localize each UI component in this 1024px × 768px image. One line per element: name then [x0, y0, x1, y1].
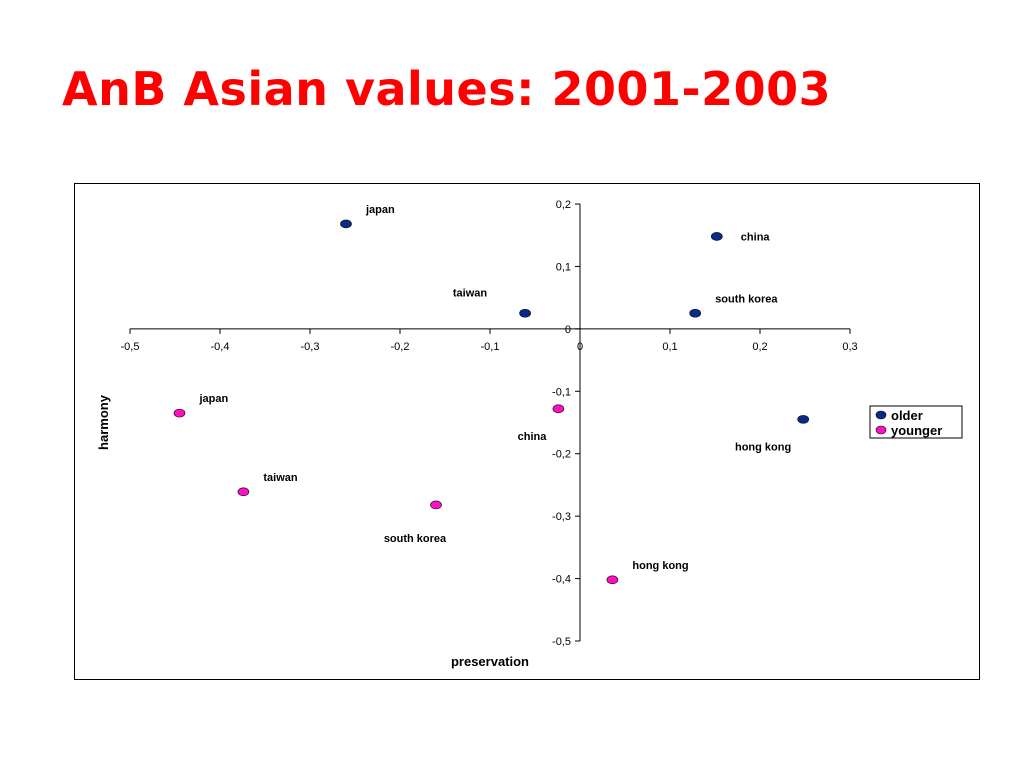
point-label: south korea	[715, 293, 778, 305]
data-point-older	[689, 308, 702, 318]
data-point-younger	[606, 575, 619, 585]
data-point-younger	[237, 487, 250, 497]
axes	[130, 204, 850, 641]
data-point-younger	[173, 408, 186, 418]
data-point-older	[340, 219, 352, 229]
point-label: japan	[199, 393, 229, 405]
y-tick-label: 0,1	[556, 261, 571, 273]
scatter-chart: -0,5 -0,4 -0,3 -0,2 -0,1 0 0,1 0,2 0,3 -0,5-0,4-…	[96, 199, 963, 669]
data-point-younger	[552, 404, 565, 414]
x-tick-label: -0,3	[301, 341, 320, 353]
data-point-younger	[430, 500, 442, 510]
y-tick-label: 0	[565, 324, 571, 336]
x-tick-label: -0,5	[121, 341, 140, 353]
y-tick-label: -0,3	[552, 511, 571, 523]
x-tick-label: -0,2	[391, 341, 410, 353]
point-labels: japan china taiwan south korea hong kong japa…	[199, 204, 792, 572]
point-label: south korea	[384, 533, 447, 545]
y-tick-label: -0,4	[552, 574, 571, 586]
x-tick-label: 0,3	[842, 341, 857, 353]
x-tick-label: 0,2	[752, 341, 767, 353]
legend-marker-younger	[875, 425, 887, 435]
x-tick-label: -0,1	[481, 341, 500, 353]
data-point-older	[710, 232, 723, 241]
point-label: hong kong	[632, 560, 688, 572]
y-axis-title: harmony	[96, 394, 111, 450]
legend-entry-older: older	[891, 408, 923, 423]
legend-box	[869, 405, 963, 439]
point-label: taiwan	[453, 287, 488, 299]
y-tick-label: 0,2	[556, 199, 571, 211]
legend-entry-younger: younger	[891, 423, 942, 438]
x-ticks: -0,5 -0,4 -0,3 -0,2 -0,1 0 0,1 0,2 0,3	[121, 328, 858, 353]
data-point-older	[797, 415, 810, 424]
y-ticks: -0,5 -0,4 -0,3 -0,2 -0,1 0 0,1 0,2	[552, 199, 580, 648]
x-tick-label: -0,4	[211, 341, 230, 353]
y-tick-label: -0,5	[552, 636, 571, 648]
point-label: japan	[365, 204, 395, 216]
y-tick-label: -0,2	[552, 449, 571, 461]
chart-frame: -0,5 -0,4 -0,3 -0,2 -0,1 0 0,1 0,2 0,3 -0,5 -0,4-…	[74, 183, 980, 680]
x-tick-label: 0,1	[662, 341, 677, 353]
x-axis-title: preservation	[451, 654, 529, 669]
point-label: taiwan	[263, 472, 298, 484]
x-tick-label: 0	[577, 341, 583, 353]
slide-title: AnB Asian values: 2001-2003	[62, 62, 832, 116]
data-point-older	[519, 308, 531, 318]
y-tick-label: -0,1	[552, 386, 571, 398]
data-points	[173, 219, 810, 585]
point-label: china	[741, 231, 771, 243]
legend-marker-older	[875, 410, 887, 420]
point-label: hong kong	[735, 441, 791, 453]
point-label: china	[518, 431, 548, 443]
